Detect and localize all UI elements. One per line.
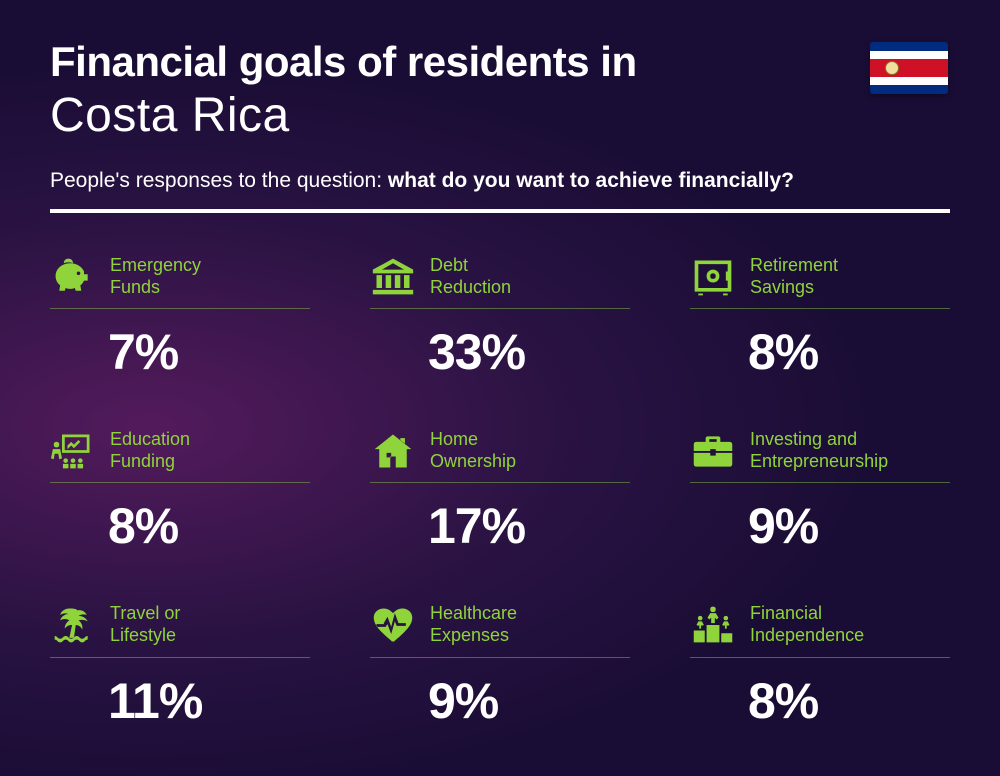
stat-label: DebtReduction: [430, 255, 511, 298]
stat-value: 33%: [428, 323, 630, 381]
stat-debt-reduction: DebtReduction 33%: [370, 255, 630, 381]
stat-value: 11%: [108, 672, 310, 730]
stat-retirement-savings: RetirementSavings 8%: [690, 255, 950, 381]
piggy-bank-icon: [50, 256, 96, 298]
stat-label: Travel orLifestyle: [110, 603, 180, 646]
stat-value: 9%: [428, 672, 630, 730]
bank-icon: [370, 256, 416, 298]
stat-label: HealthcareExpenses: [430, 603, 517, 646]
stat-value: 7%: [108, 323, 310, 381]
stat-label: Investing andEntrepreneurship: [750, 429, 888, 472]
stat-home-ownership: HomeOwnership 17%: [370, 429, 630, 555]
stat-value: 9%: [748, 497, 950, 555]
divider: [50, 209, 950, 213]
subtitle: People's responses to the question: what…: [50, 169, 950, 193]
stats-grid: EmergencyFunds 7% DebtReduction 33% Reti…: [50, 255, 950, 730]
stat-financial-independence: FinancialIndependence 8%: [690, 603, 950, 729]
briefcase-icon: [690, 430, 736, 472]
stat-value: 8%: [748, 323, 950, 381]
palm-tree-icon: [50, 604, 96, 646]
presentation-icon: [50, 430, 96, 472]
stat-label: EducationFunding: [110, 429, 190, 472]
safe-icon: [690, 256, 736, 298]
stat-emergency-funds: EmergencyFunds 7%: [50, 255, 310, 381]
stat-investing: Investing andEntrepreneurship 9%: [690, 429, 950, 555]
stat-label: FinancialIndependence: [750, 603, 864, 646]
stat-education-funding: EducationFunding 8%: [50, 429, 310, 555]
stat-travel-lifestyle: Travel orLifestyle 11%: [50, 603, 310, 729]
house-icon: [370, 430, 416, 472]
stat-label: HomeOwnership: [430, 429, 516, 472]
stat-healthcare: HealthcareExpenses 9%: [370, 603, 630, 729]
subtitle-prefix: People's responses to the question:: [50, 169, 388, 192]
stat-value: 8%: [108, 497, 310, 555]
country-flag: [870, 42, 948, 94]
stat-value: 17%: [428, 497, 630, 555]
title-line1: Financial goals of residents in: [50, 38, 950, 86]
stat-label: RetirementSavings: [750, 255, 838, 298]
stat-value: 8%: [748, 672, 950, 730]
title-line2: Costa Rica: [50, 88, 950, 143]
stat-label: EmergencyFunds: [110, 255, 201, 298]
subtitle-question: what do you want to achieve financially?: [388, 169, 794, 192]
podium-icon: [690, 604, 736, 646]
heart-pulse-icon: [370, 604, 416, 646]
